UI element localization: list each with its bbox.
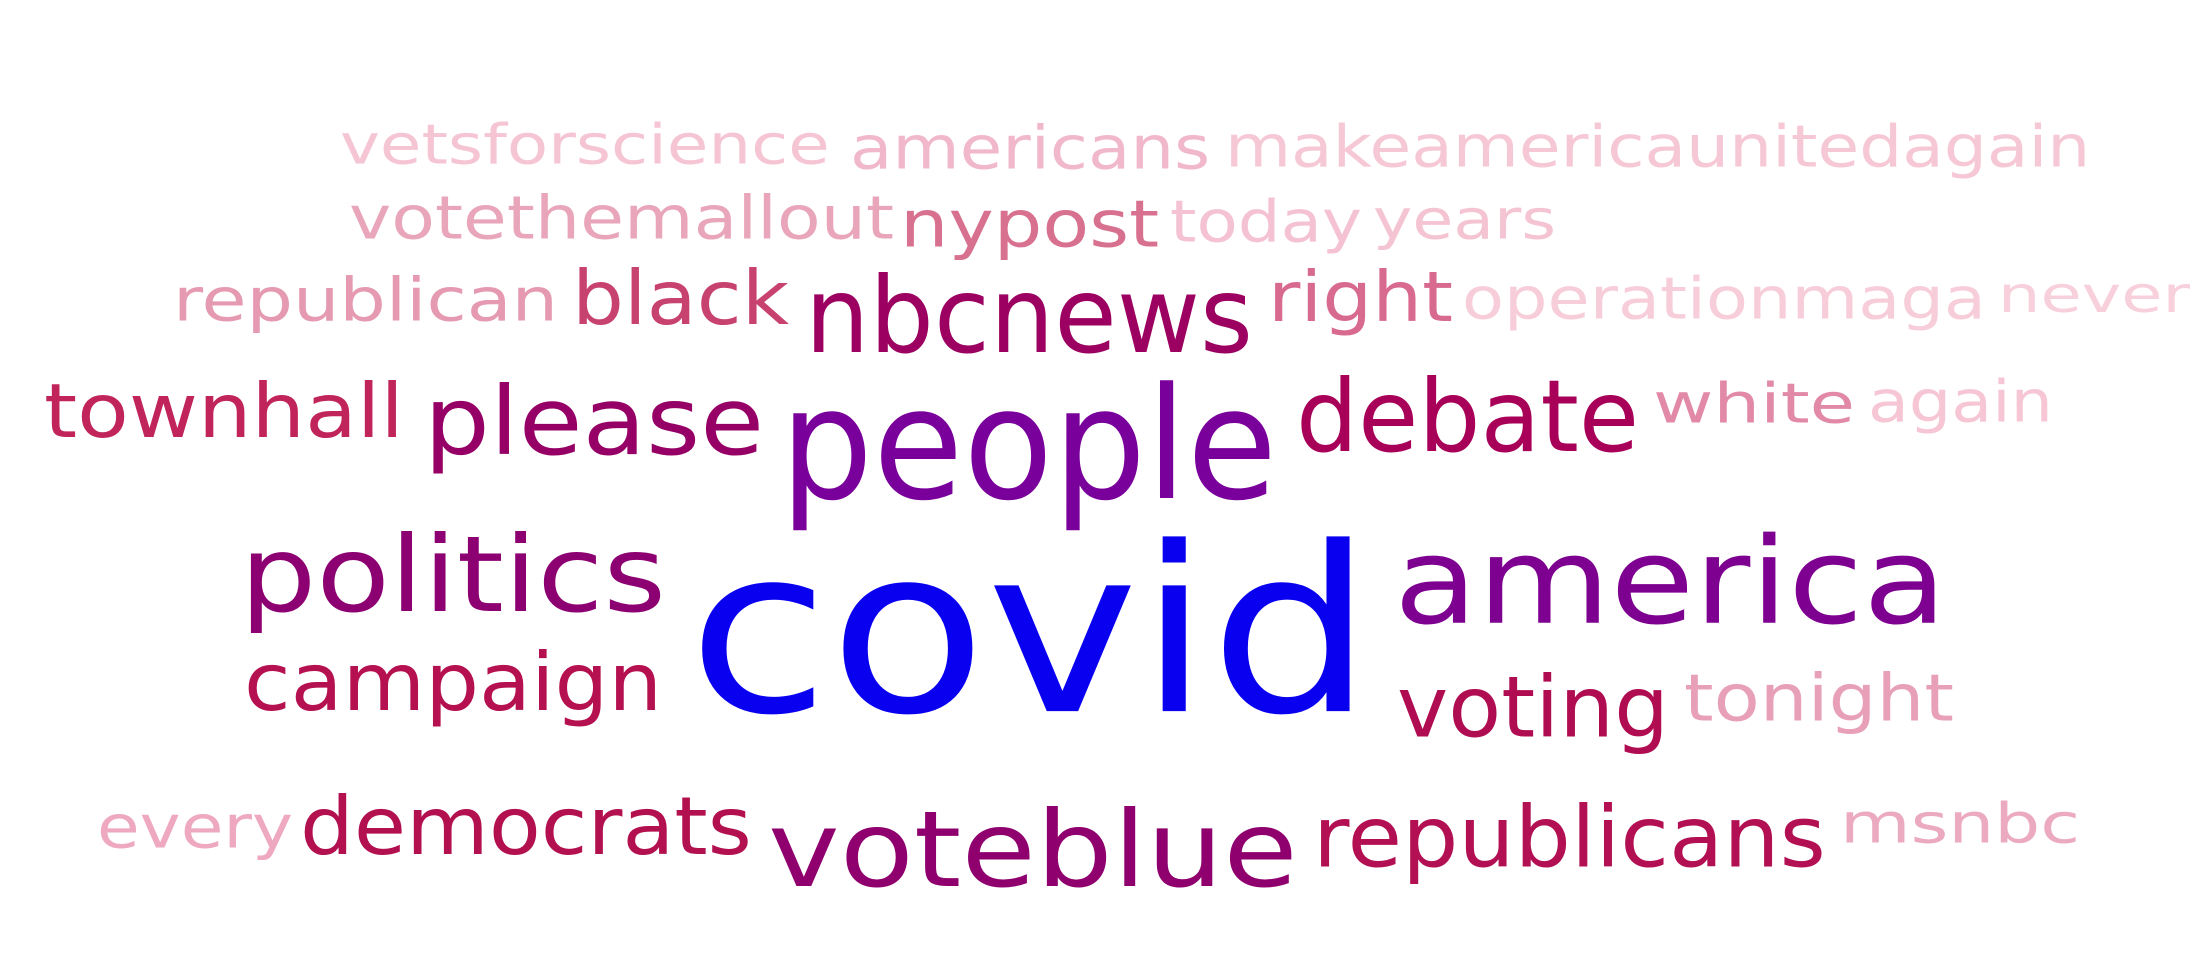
- word-every: every: [97, 791, 293, 862]
- word-republicans: republicans: [1313, 787, 1826, 887]
- word-vetsforscience: vetsforscience: [340, 113, 830, 177]
- word-nbcnews: nbcnews: [805, 254, 1253, 377]
- word-covid: covid: [688, 497, 1373, 766]
- word-black: black: [572, 255, 790, 343]
- word-right: right: [1268, 255, 1454, 338]
- word-today: today: [1170, 188, 1362, 256]
- word-voting: voting: [1397, 657, 1670, 757]
- word-years: years: [1373, 188, 1557, 252]
- word-tonight: tonight: [1684, 661, 1954, 737]
- word-votethemallout: votethemallout: [349, 182, 894, 253]
- word-america: america: [1394, 512, 1947, 652]
- word-again: again: [1868, 368, 2053, 436]
- word-americans: americans: [850, 112, 1211, 183]
- word-makeamericaunitedagain: makeamericaunitedagain: [1225, 113, 2091, 181]
- word-voteblue: voteblue: [768, 788, 1298, 911]
- word-politics: politics: [240, 513, 667, 636]
- word-please: please: [424, 367, 765, 478]
- word-republican: republican: [173, 264, 559, 335]
- word-nypost: nypost: [900, 187, 1160, 263]
- word-townhall: townhall: [44, 368, 404, 456]
- word-democrats: democrats: [300, 779, 752, 874]
- word-people: people: [780, 354, 1278, 535]
- word-msnbc: msnbc: [1840, 792, 2081, 856]
- word-white: white: [1653, 372, 1856, 436]
- word-campaign: campaign: [244, 635, 663, 730]
- word-debate: debate: [1296, 359, 1640, 475]
- word-operationmaga: operationmaga: [1462, 265, 1986, 333]
- word-never: never: [1998, 266, 2191, 324]
